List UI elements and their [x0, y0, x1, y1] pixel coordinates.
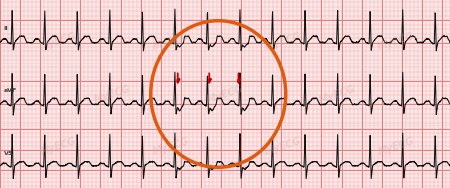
Text: V5: V5: [4, 151, 13, 156]
Text: MyECG: MyECG: [152, 31, 190, 52]
Text: MyECG: MyECG: [152, 136, 190, 157]
Text: MyECG: MyECG: [93, 83, 132, 105]
Text: MyECG: MyECG: [377, 31, 415, 52]
Text: MyECG: MyECG: [206, 83, 244, 105]
Text: MyECG: MyECG: [318, 83, 357, 105]
Text: MyECG: MyECG: [264, 31, 303, 52]
Text: MyECG: MyECG: [264, 136, 303, 157]
Text: MyECG: MyECG: [39, 31, 78, 52]
Text: MyECG: MyECG: [39, 136, 78, 157]
Text: MyECG: MyECG: [377, 136, 415, 157]
Text: aVF: aVF: [4, 88, 17, 93]
Text: II: II: [4, 26, 9, 31]
